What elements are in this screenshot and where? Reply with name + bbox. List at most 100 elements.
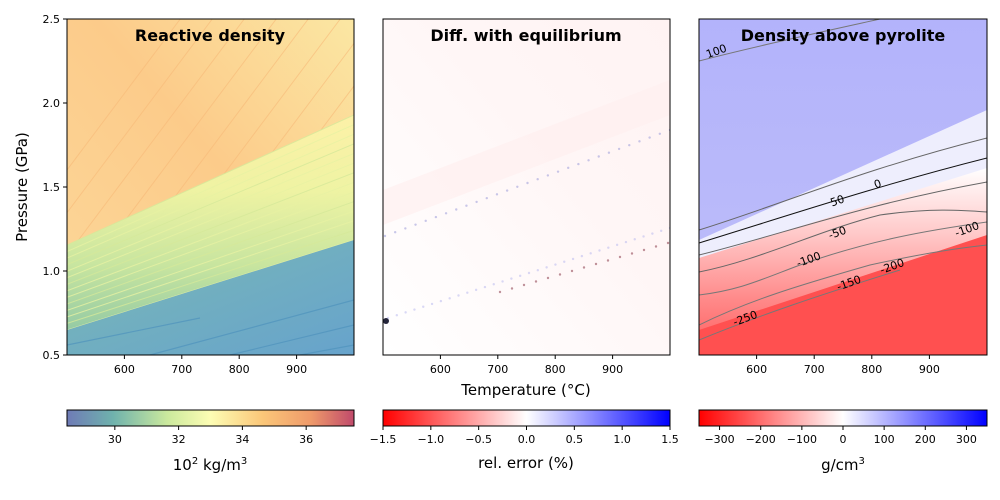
panel-reactive-density: Reactive density 600 700 800 900 0.5 1.0 1.5 2… [13,13,355,376]
error-dot [457,294,460,297]
error-dot [630,252,634,255]
error-dot [430,302,434,306]
error-dot [534,280,538,283]
error-dot [404,311,407,314]
panel-frame [382,18,671,356]
contour-line [70,19,245,251]
error-dot [587,159,590,162]
y-axis-label: Pressure (GPa) [13,132,31,242]
error-dot [505,189,509,192]
error-dot [571,257,575,261]
contour-line [699,19,881,62]
panel-title: Reactive density [135,26,286,45]
colorbar-tick-label: −100 [787,433,817,446]
error-dot [474,288,478,292]
error-dot [546,276,550,280]
error-dot [414,223,417,226]
colorbar-label: g/cm3 [821,456,865,474]
colorbar-tick-label: 1.0 [613,433,631,446]
contour-line [67,114,354,246]
error-dot [618,255,622,259]
contour-line [299,344,354,355]
contour-line [699,137,987,231]
error-dot [607,151,611,154]
peak-error-point [383,318,389,324]
colorbar-tick-label: 1.5 [661,433,679,446]
colorbar-tick-label: −1.5 [370,433,397,446]
contour-label: 0 [872,177,883,192]
colorbar-reactive-density: 30 32 34 36 102 kg/m3 [66,409,355,474]
error-dot [642,235,645,238]
colorbar-tick-label: 34 [235,433,249,446]
contour-line [67,181,354,292]
reactive-density-field [67,19,354,355]
error-dot [615,243,619,247]
x-tick-label: 700 [804,363,825,376]
error-dot [393,231,397,234]
panel-title: Diff. with equilibrium [430,26,621,45]
y-tick-label: 2.5 [43,13,61,26]
error-dot [483,285,487,289]
error-dot [563,260,566,263]
colorbar-tick-label: 200 [915,433,936,446]
colorbar-gradient [382,409,671,427]
error-dot [439,299,443,303]
error-dot [444,212,448,215]
contour-line [67,201,354,305]
error-dot [598,249,601,252]
x-tick-label: 800 [545,363,566,376]
error-dot [606,259,610,262]
contour-line [67,143,354,266]
error-dot [580,254,584,258]
error-dot [475,200,478,204]
error-dot [607,246,610,249]
error-dot [597,155,600,158]
x-ticks: 600 700 800 900 [114,355,307,376]
contour-line [229,324,354,355]
colorbar-ticks: −300 −200 −100 0 100 200 300 [704,426,977,446]
x-ticks: 600 700 800 900 [746,355,940,376]
contour-line [67,19,181,171]
contour-line [67,133,354,259]
contour-line [149,299,354,355]
error-dot [666,241,670,245]
contour-line [67,162,354,279]
x-tick-label: 600 [430,363,451,376]
error-dot [448,297,451,300]
error-dot [434,215,438,219]
error-dot [510,287,514,290]
contour-label: 50 [829,192,847,209]
colorbar-tick-label: 32 [172,433,186,446]
error-dot [638,140,641,143]
error-dot [648,136,651,139]
contour-line [699,269,901,341]
contour-line [102,19,277,251]
x-tick-label: 800 [861,363,882,376]
error-dot [516,185,519,188]
error-dot [554,263,557,266]
colorbar-tick-label: 0.5 [566,433,584,446]
error-dot [654,245,658,248]
contour-label: -50 [827,224,848,242]
x-tick-label: 700 [487,363,508,376]
error-dot [422,305,425,308]
error-dot [424,219,427,223]
contour-line [67,317,201,346]
contour-line [67,229,354,324]
error-dot [567,166,570,170]
error-dot [589,252,592,255]
lower-contour-lines [67,299,354,355]
colorbar-tick-label: 36 [299,433,313,446]
colorbar-tick-label: −200 [746,433,776,446]
error-dot [642,248,646,252]
error-dot [498,290,502,294]
error-dot [518,274,522,278]
colorbar-tick-label: 30 [108,433,122,446]
x-axis-label: Temperature (°C) [460,381,590,399]
contour-line [699,157,987,244]
colorbar-tick-label: 0 [840,433,847,446]
error-dot [536,268,540,272]
